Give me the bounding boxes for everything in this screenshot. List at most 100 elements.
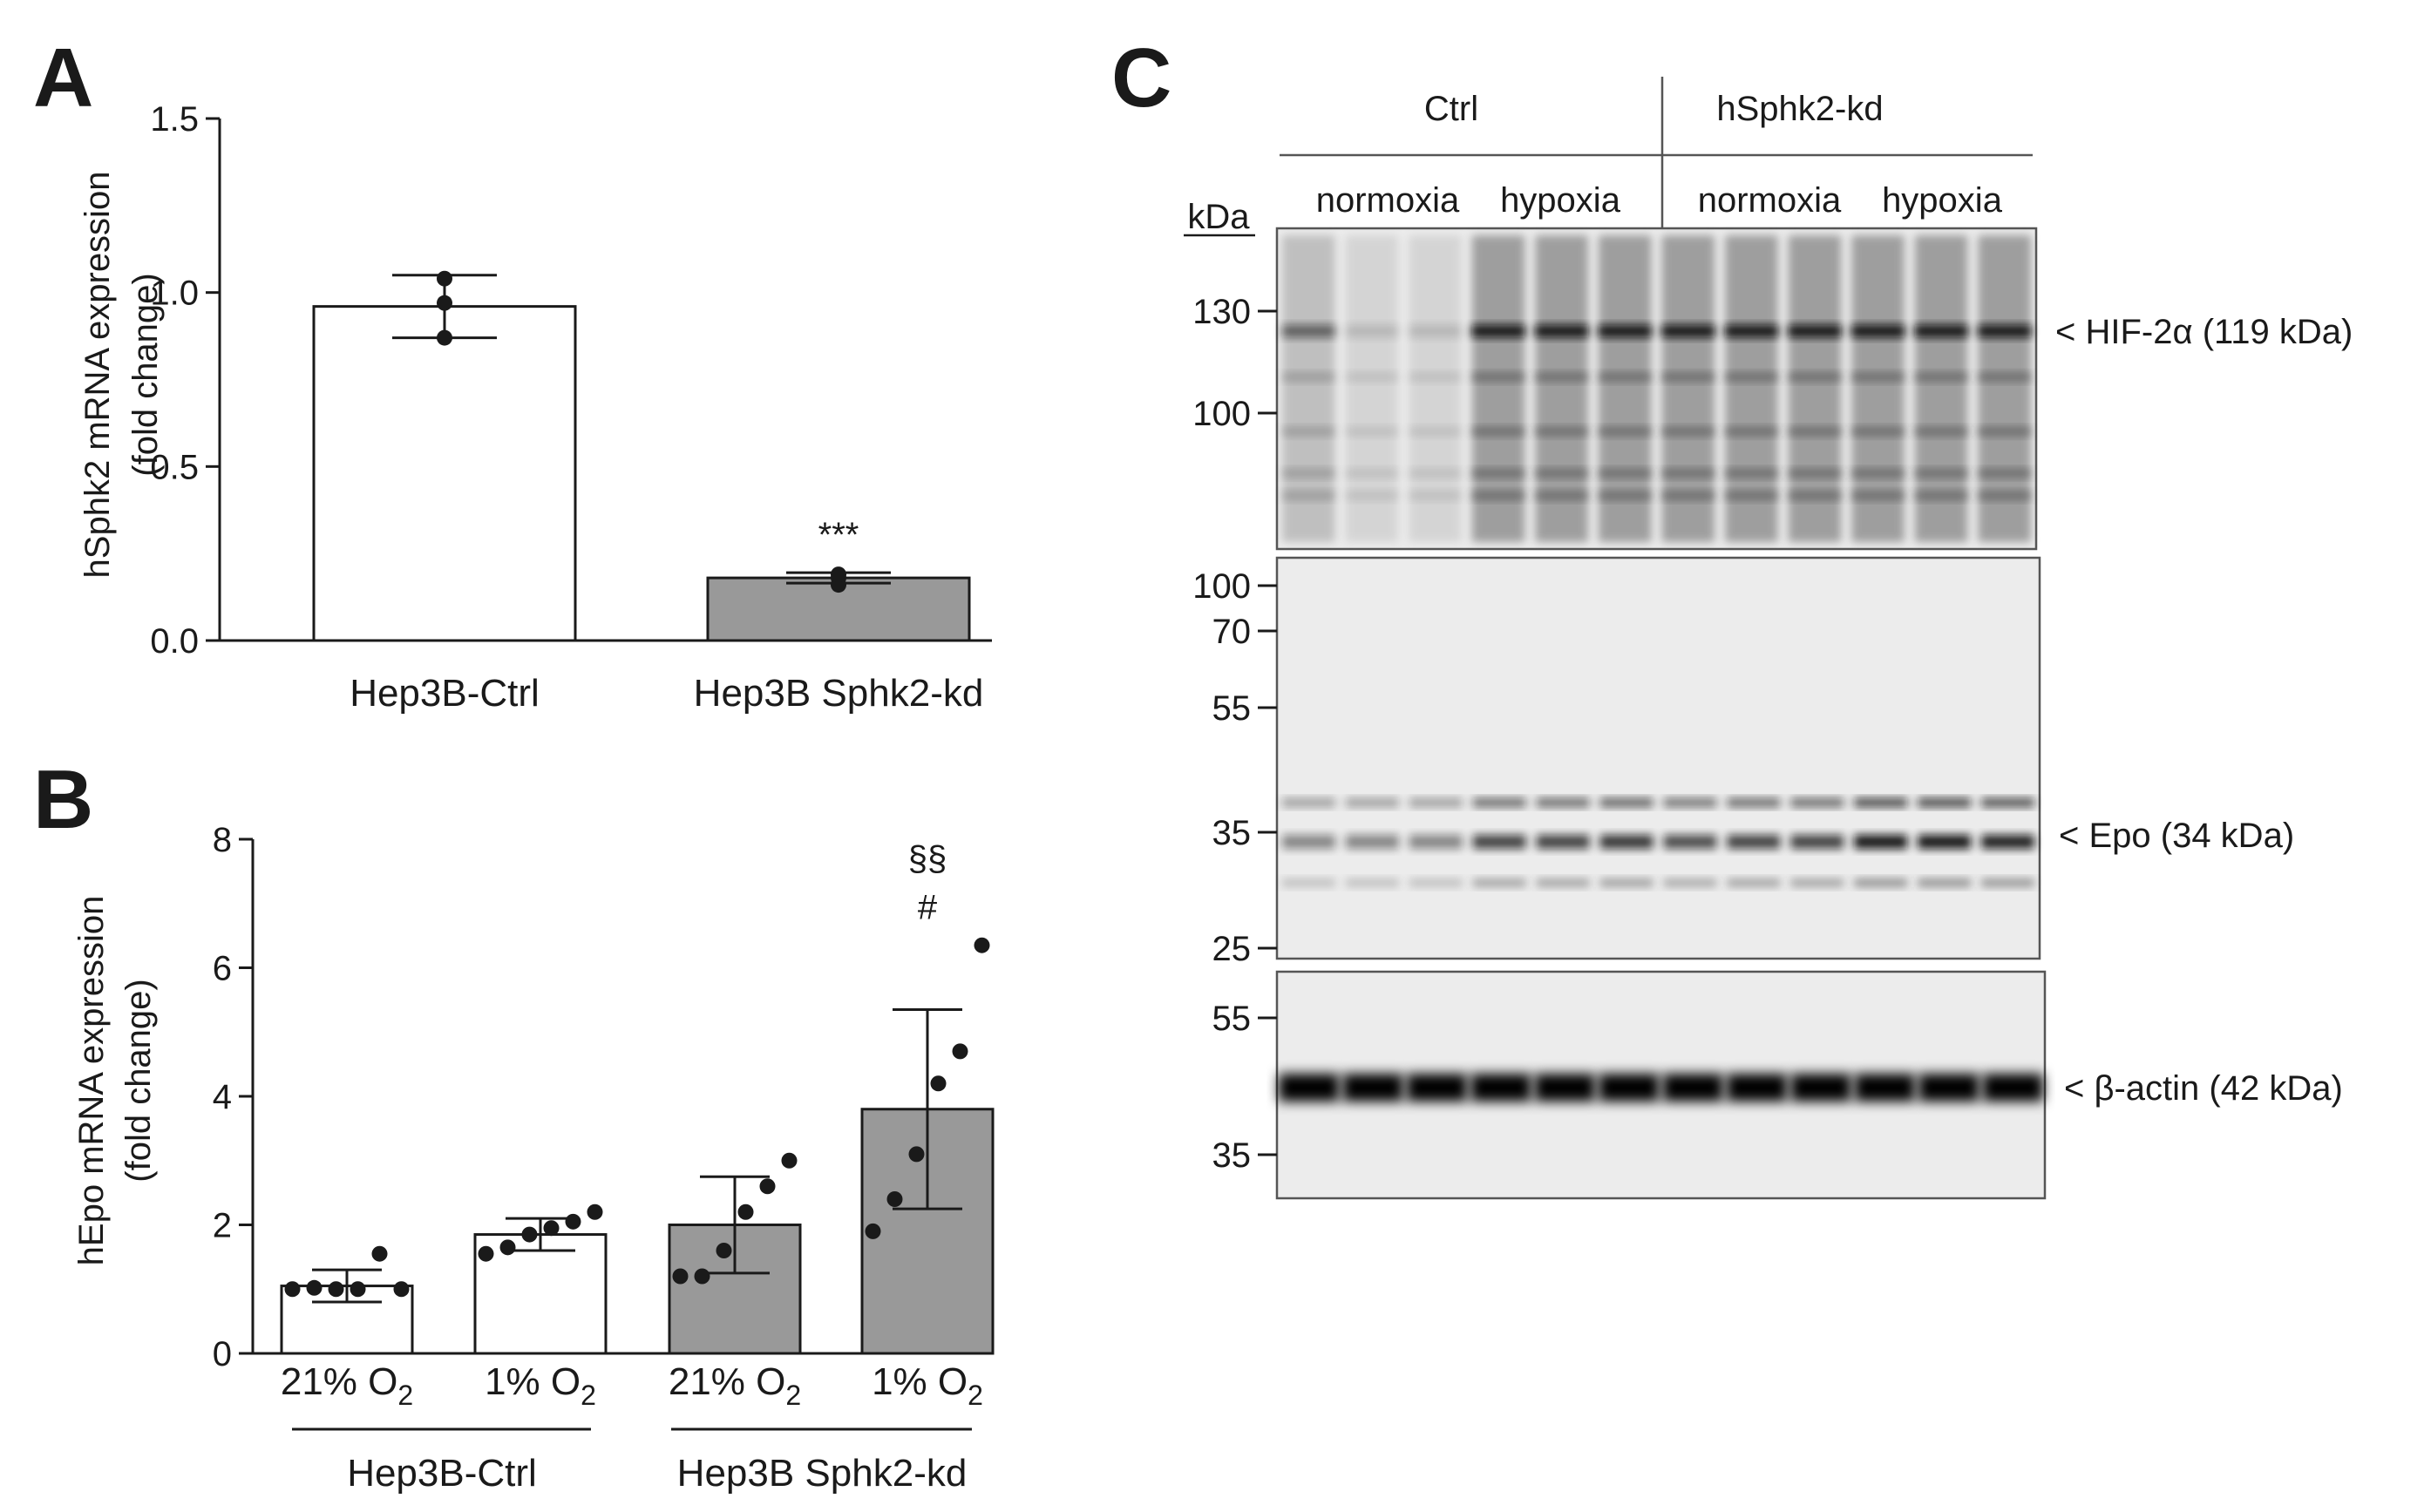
blot-band	[1725, 325, 1778, 337]
data-point	[306, 1279, 323, 1296]
blot-minor-band	[1661, 469, 1715, 478]
blot-band	[1663, 835, 1717, 849]
blot-marker-label: 130	[1192, 293, 1251, 331]
blot-minor-band	[1409, 469, 1462, 478]
blot-band	[1471, 325, 1525, 337]
blot-band	[1345, 835, 1399, 849]
blot-band-upper	[1727, 798, 1781, 807]
blot-band	[1914, 325, 1968, 337]
y-tick-label: 2	[213, 1207, 232, 1245]
wb-group-label-kd: hSphk2-kd	[1716, 90, 1883, 128]
y-tick-label: 1.5	[150, 100, 199, 139]
blot-band	[1727, 835, 1781, 849]
blot-minor-band	[1598, 372, 1652, 382]
blot-minor-band	[1914, 372, 1968, 382]
blot-marker-label: 55	[1212, 689, 1252, 728]
blot-band	[1598, 325, 1652, 337]
blot-protein-label: < β-actin (42 kDa)	[2064, 1069, 2343, 1108]
category-label: 21% O2	[281, 1360, 413, 1411]
blot-band-lower	[1472, 878, 1526, 887]
blot-band	[1535, 325, 1588, 337]
blot-band	[1279, 1074, 1340, 1102]
data-point	[737, 1203, 754, 1220]
blot-lane-smear	[1914, 235, 1968, 542]
blot-protein-label: < Epo (34 kDa)	[2059, 817, 2294, 855]
blot-band-lower	[1727, 878, 1781, 887]
blot-minor-band	[1978, 372, 2031, 382]
significance-label: §§	[908, 840, 947, 878]
blot-minor-band	[1282, 491, 1335, 500]
y-tick-label: 0.5	[150, 448, 199, 486]
blot-marker-label: 100	[1192, 567, 1251, 606]
significance-label: ***	[818, 516, 859, 554]
blot-band-upper	[1918, 798, 1972, 807]
blot-membrane	[1275, 970, 2047, 1200]
blot-lane-smear	[1535, 235, 1588, 542]
data-point	[694, 1268, 710, 1285]
blot-minor-band	[1598, 469, 1652, 478]
blot-minor-band	[1345, 491, 1399, 500]
data-point	[865, 1223, 881, 1239]
data-point	[328, 1281, 344, 1298]
group-label-ctrl: Hep3B-Ctrl	[347, 1452, 537, 1495]
data-point	[952, 1043, 968, 1060]
blot-band-lower	[1282, 878, 1335, 887]
blot-band	[1854, 835, 1908, 849]
panel-letter-a: A	[33, 31, 93, 125]
blot-minor-band	[1345, 372, 1399, 382]
blot-band-lower	[1918, 878, 1972, 887]
data-point	[478, 1245, 494, 1262]
blot-band-upper	[1854, 798, 1908, 807]
blot-minor-band	[1725, 469, 1778, 478]
wb-kda-label: kDa	[1187, 198, 1250, 236]
y-tick-label: 1.0	[150, 275, 199, 313]
blot-band-lower	[1409, 878, 1463, 887]
blot-marker-label: 35	[1212, 1136, 1252, 1175]
blot-minor-band	[1471, 372, 1525, 382]
blot-lane-smear	[1471, 235, 1525, 542]
blot-band	[1406, 1074, 1468, 1102]
blot-band-upper	[1663, 798, 1717, 807]
blot-band-lower	[1599, 878, 1653, 887]
y-tick-label: 8	[213, 821, 232, 859]
data-point	[437, 270, 452, 287]
blot-minor-band	[1535, 469, 1588, 478]
data-point	[371, 1245, 388, 1262]
blot-lane-smear	[1978, 235, 2031, 542]
wb-condition-1: normoxia	[1316, 181, 1460, 220]
blot-lane-smear	[1788, 235, 1842, 542]
blot-minor-band	[1725, 372, 1778, 382]
data-point	[565, 1213, 581, 1230]
blot-band	[1918, 835, 1972, 849]
blot-lane-smear	[1851, 235, 1905, 542]
data-point	[437, 329, 452, 346]
blot-minor-band	[1535, 372, 1588, 382]
blot-band	[1726, 1074, 1788, 1102]
blot-band	[1472, 835, 1526, 849]
y-tick-label: 4	[213, 1078, 232, 1116]
blot-band	[1536, 835, 1590, 849]
data-point	[831, 566, 846, 583]
blot-minor-band	[1345, 427, 1399, 437]
blot-band	[1342, 1074, 1403, 1102]
wb-condition-2: hypoxia	[1500, 181, 1621, 220]
blot-minor-band	[1978, 469, 2031, 478]
blot-protein-label: < HIF-2α (119 kDa)	[2055, 313, 2353, 351]
bar	[312, 305, 577, 642]
panel-b-ylabel-1: hEpo mRNA expression	[72, 896, 111, 1266]
blot-band	[1790, 1074, 1851, 1102]
data-point	[284, 1281, 301, 1298]
blot-minor-band	[1788, 427, 1842, 437]
category-label: Hep3B-Ctrl	[350, 672, 540, 715]
blot-band-upper	[1409, 798, 1463, 807]
data-point	[930, 1075, 947, 1092]
blot-marker-label: 35	[1212, 814, 1252, 852]
blot-lane-smear	[1345, 235, 1399, 542]
data-point	[908, 1146, 925, 1163]
blot-minor-band	[1282, 427, 1335, 437]
bar	[473, 1233, 608, 1355]
blot-band	[1282, 325, 1335, 337]
blot-marker-label: 70	[1212, 613, 1252, 651]
blot-marker-label: 55	[1212, 1000, 1252, 1038]
blot-minor-band	[1914, 427, 1968, 437]
